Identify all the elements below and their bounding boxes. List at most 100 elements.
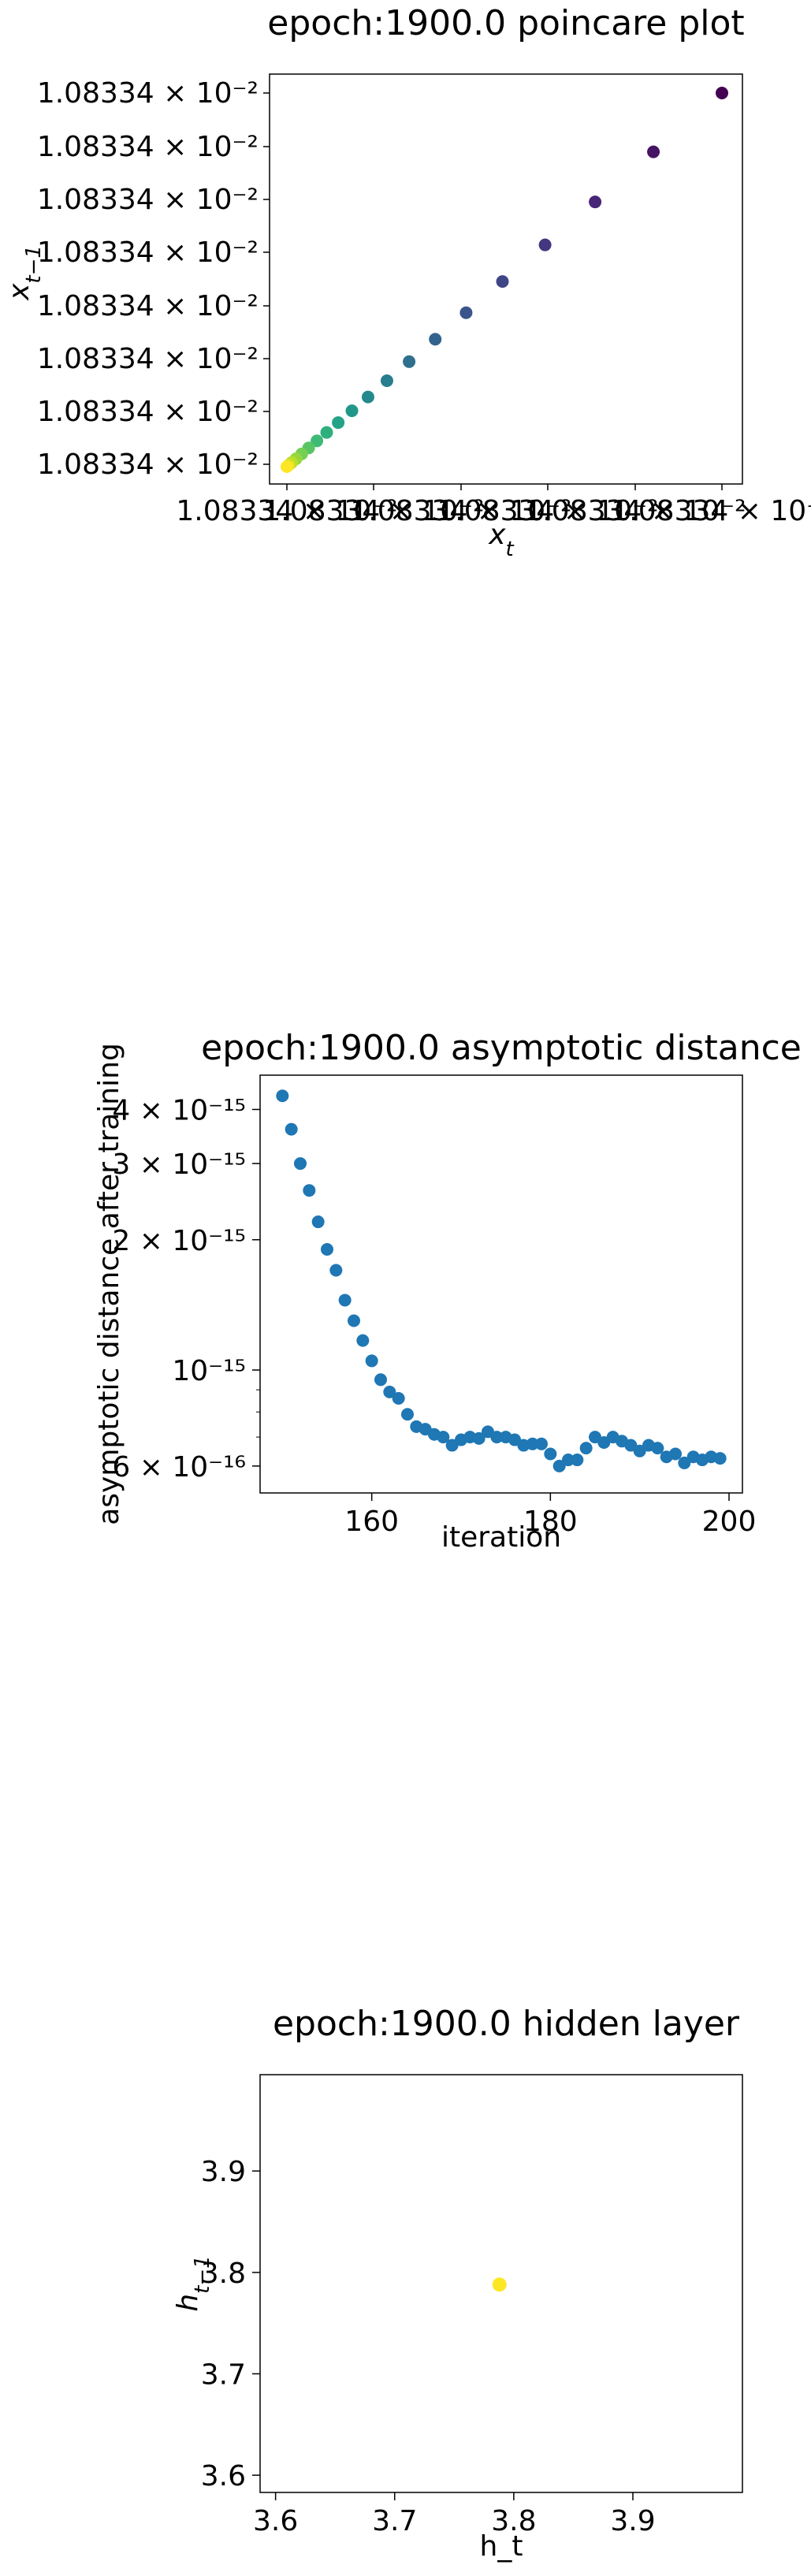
hidden-layer-chart: epoch:1900.0 hidden layer 3.6 3.7 3.8 3.9 3… <box>172 2008 743 2563</box>
data-point <box>647 145 660 158</box>
x-tick-label: 180 <box>523 1506 578 1538</box>
x-axis-label: xt <box>488 519 514 561</box>
data-point <box>338 1294 352 1307</box>
data-point <box>401 1408 414 1421</box>
x-tick-label: 1.08334 × 10⁻² <box>611 495 811 527</box>
y-tick-label: 1.08334 × 10⁻² <box>37 236 259 269</box>
data-point <box>311 1215 325 1229</box>
y-tick-label: 10⁻¹⁵ <box>172 1355 246 1387</box>
data-point <box>579 1442 593 1455</box>
data-point <box>332 416 345 430</box>
data-point <box>544 1447 557 1461</box>
data-point <box>562 1454 575 1467</box>
y-tick-label: 1.08334 × 10⁻² <box>37 396 259 428</box>
chart-title: epoch:1900.0 hidden layer <box>273 2008 740 2044</box>
data-point <box>320 426 333 439</box>
y-tick-label: 1.08334 × 10⁻² <box>37 449 259 481</box>
y-tick-label: 1.08334 × 10⁻² <box>37 343 259 375</box>
y-tick-label: 3.6 <box>201 2460 246 2492</box>
x-tick-labels: 3.6 3.7 3.8 3.9 <box>253 2492 656 2537</box>
data-point <box>716 87 728 99</box>
data-point <box>571 1454 584 1467</box>
y-tick-label: 3 × 10⁻¹⁵ <box>112 1148 246 1181</box>
data-point <box>538 238 552 251</box>
y-tick-label: 1.08334 × 10⁻² <box>37 290 259 322</box>
data-point <box>321 1243 333 1256</box>
data-point <box>356 1334 370 1347</box>
data-point <box>669 1447 682 1461</box>
chart-title: epoch:1900.0 poincare plot <box>267 3 744 43</box>
plot-area-frame <box>269 73 743 485</box>
x-tick-label: 1.08334 × 10⁻² <box>262 495 484 527</box>
asymptotic-distance-chart: epoch:1900.0 asymptotic distance 6 × 10⁻… <box>93 1028 802 1554</box>
data-point <box>403 355 416 368</box>
x-tick-label: 1.08334 × 10⁻² <box>350 495 571 527</box>
x-tick-label: 1.08334 × 10⁻² <box>524 495 746 527</box>
x-tick-label: 1.08334 × 10⁻² <box>176 495 397 527</box>
data-point <box>459 306 473 319</box>
data-point <box>678 1456 691 1469</box>
x-tick-label: 3.6 <box>253 2505 298 2537</box>
y-tick-labels: 6 × 10⁻¹⁶ 10⁻¹⁵ 2 × 10⁻¹⁵ 3 × 10⁻¹⁵ 4 × 10⁻¹… <box>112 1094 260 1483</box>
data-point <box>285 1122 298 1136</box>
y-axis-label: ht−1 <box>172 2255 214 2311</box>
data-point <box>633 1444 646 1457</box>
data-point <box>437 1431 450 1444</box>
data-point <box>311 434 324 448</box>
plot-area-frame <box>259 2074 743 2493</box>
plot-area-frame <box>259 1074 743 1494</box>
data-point <box>374 1373 387 1387</box>
data-point <box>294 1157 307 1171</box>
data-point <box>526 1437 539 1450</box>
data-point <box>383 1385 396 1398</box>
data-point <box>535 1437 548 1450</box>
data-point <box>281 460 293 473</box>
data-point <box>492 2277 507 2292</box>
y-tick-label: 3.9 <box>201 2156 246 2188</box>
poincare-plot-chart: epoch:1900.0 poincare plot 1.08334 × 10⁻… <box>3 3 811 561</box>
chart-title: epoch:1900.0 asymptotic distance <box>201 1028 802 1068</box>
y-tick-labels: 3.6 3.7 3.8 3.9 <box>201 2156 260 2492</box>
data-point <box>303 1184 316 1197</box>
data-point <box>472 1431 485 1445</box>
scatter-points <box>276 1089 727 1472</box>
x-axis-label: h_t <box>480 2530 523 2563</box>
y-tick-label: 4 × 10⁻¹⁵ <box>112 1094 246 1126</box>
data-point <box>392 1392 405 1405</box>
y-tick-label: 3.7 <box>201 2358 246 2391</box>
data-point <box>651 1442 664 1455</box>
x-tick-label: 200 <box>702 1506 757 1538</box>
data-point <box>552 1459 566 1472</box>
scatter-points <box>281 87 728 473</box>
y-tick-label: 3.8 <box>201 2258 246 2290</box>
data-point <box>348 1314 360 1327</box>
y-tick-label: 6 × 10⁻¹⁶ <box>112 1451 246 1483</box>
x-axis-label: iteration <box>441 1521 561 1554</box>
data-point <box>380 374 393 387</box>
data-point <box>496 275 509 288</box>
data-point <box>365 1354 378 1368</box>
y-tick-labels: 1.08334 × 10⁻² 1.08334 × 10⁻² 1.08334 × 10… <box>37 77 270 481</box>
data-point <box>713 1452 727 1465</box>
data-point <box>276 1089 289 1103</box>
data-point <box>490 1431 504 1444</box>
y-tick-label: 1.08334 × 10⁻² <box>37 77 259 110</box>
x-tick-label: 3.9 <box>610 2505 655 2537</box>
y-axis-label: asymptotic distance after training <box>93 1043 125 1525</box>
data-point <box>589 195 602 209</box>
data-point <box>345 404 359 418</box>
y-axis-label: xt−1 <box>3 245 46 301</box>
x-tick-labels: 160 180 200 <box>344 1493 756 1538</box>
x-tick-label: 1.08334 × 10⁻² <box>437 495 658 527</box>
data-point <box>329 1264 343 1277</box>
y-tick-label: 1.08334 × 10⁻² <box>37 131 259 163</box>
x-tick-label: 160 <box>344 1506 399 1538</box>
data-point <box>624 1439 638 1452</box>
y-tick-label: 2 × 10⁻¹⁵ <box>112 1225 246 1257</box>
scatter-points <box>492 2277 507 2292</box>
x-tick-label: 3.8 <box>491 2505 536 2537</box>
data-point <box>429 333 442 346</box>
y-tick-label: 1.08334 × 10⁻² <box>37 184 259 216</box>
x-tick-labels: 1.08334 × 10⁻²1.08334 × 10⁻²1.08334 × 10… <box>176 484 811 527</box>
x-tick-label: 3.7 <box>372 2505 417 2537</box>
